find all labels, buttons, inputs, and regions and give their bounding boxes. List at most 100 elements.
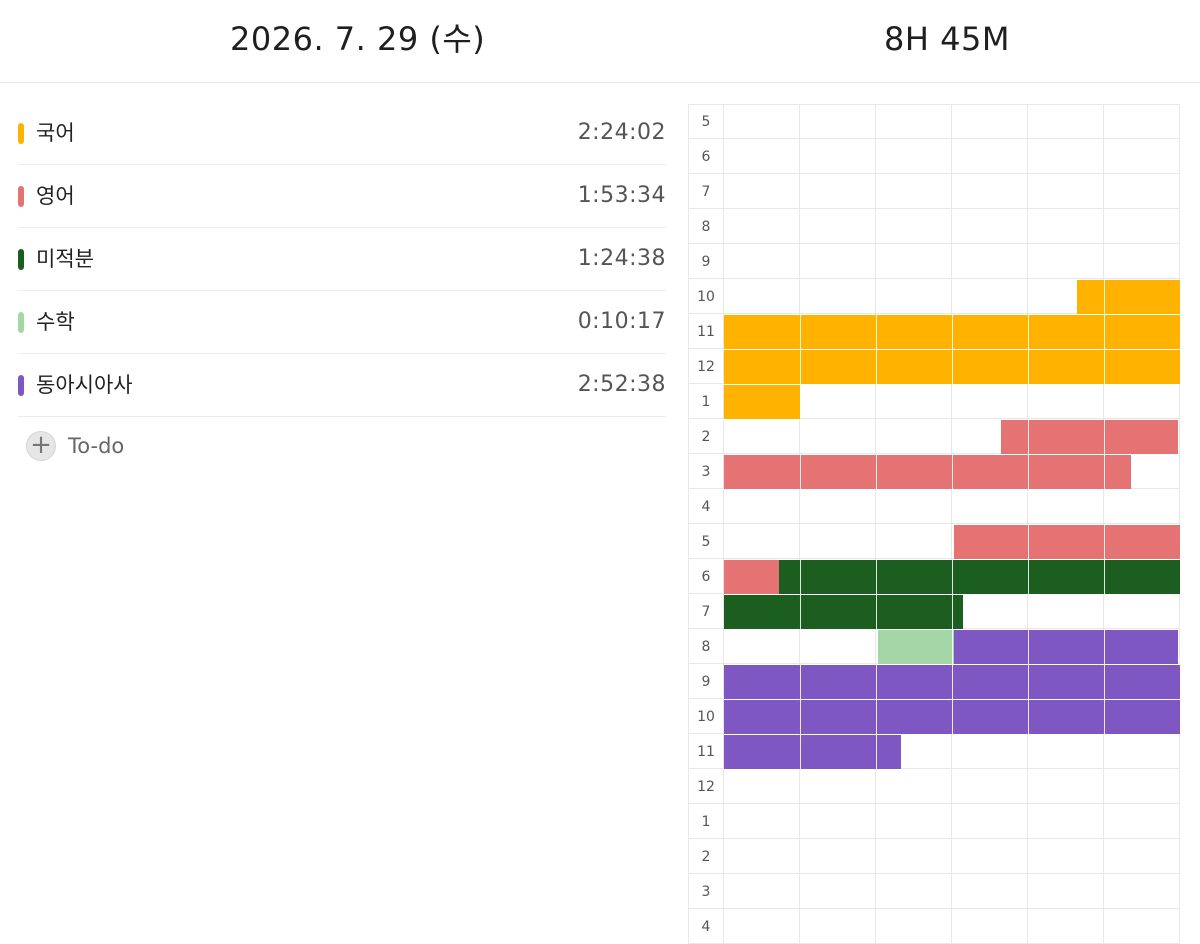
time-slot-cell[interactable] [1028, 174, 1104, 209]
time-slot-cell[interactable] [800, 419, 876, 454]
time-slot-cell[interactable] [952, 209, 1028, 244]
time-slot-cell[interactable] [800, 139, 876, 174]
time-slot-cell[interactable] [1028, 489, 1104, 524]
time-slot-cell[interactable] [876, 419, 952, 454]
time-slot-cell[interactable] [800, 384, 876, 419]
time-slot-cell[interactable] [876, 909, 952, 944]
time-slot-cell[interactable] [1028, 839, 1104, 874]
time-slot-cell[interactable] [876, 874, 952, 909]
study-session-block[interactable] [1001, 420, 1178, 454]
time-slot-cell[interactable] [724, 629, 800, 664]
time-slot-cell[interactable] [1104, 174, 1180, 209]
time-slot-cell[interactable] [800, 524, 876, 559]
time-slot-cell[interactable] [800, 174, 876, 209]
time-slot-cell[interactable] [1104, 454, 1180, 489]
time-slot-cell[interactable] [1028, 909, 1104, 944]
time-slot-cell[interactable] [724, 874, 800, 909]
time-slot-cell[interactable] [952, 594, 1028, 629]
study-session-block[interactable] [724, 385, 800, 419]
time-slot-cell[interactable] [952, 909, 1028, 944]
time-slot-cell[interactable] [1028, 139, 1104, 174]
time-slot-cell[interactable] [952, 769, 1028, 804]
time-slot-cell[interactable] [724, 839, 800, 874]
time-slot-cell[interactable] [1028, 209, 1104, 244]
time-slot-cell[interactable] [1104, 769, 1180, 804]
time-slot-cell[interactable] [724, 279, 800, 314]
time-slot-cell[interactable] [952, 174, 1028, 209]
time-slot-cell[interactable] [1104, 839, 1180, 874]
time-slot-cell[interactable] [1104, 804, 1180, 839]
time-slot-cell[interactable] [952, 244, 1028, 279]
time-slot-cell[interactable] [724, 209, 800, 244]
date-title[interactable]: 2026. 7. 29 (수) [230, 20, 486, 58]
study-session-block[interactable] [954, 525, 1180, 559]
time-slot-cell[interactable] [1028, 244, 1104, 279]
time-slot-cell[interactable] [952, 839, 1028, 874]
time-slot-cell[interactable] [876, 279, 952, 314]
time-slot-cell[interactable] [952, 804, 1028, 839]
time-slot-cell[interactable] [800, 804, 876, 839]
subject-row-english[interactable]: 영어 1:53:34 [18, 165, 666, 228]
time-slot-cell[interactable] [724, 174, 800, 209]
time-slot-cell[interactable] [724, 419, 800, 454]
study-session-block[interactable] [778, 560, 1180, 594]
time-slot-cell[interactable] [800, 279, 876, 314]
time-slot-cell[interactable] [800, 209, 876, 244]
time-slot-cell[interactable] [876, 839, 952, 874]
time-slot-cell[interactable] [724, 524, 800, 559]
time-slot-cell[interactable] [1028, 594, 1104, 629]
time-slot-cell[interactable] [724, 104, 800, 139]
time-slot-cell[interactable] [1028, 769, 1104, 804]
time-slot-cell[interactable] [1028, 804, 1104, 839]
time-slot-cell[interactable] [1104, 489, 1180, 524]
subject-row-calculus[interactable]: 미적분 1:24:38 [18, 228, 666, 291]
time-slot-cell[interactable] [1104, 734, 1180, 769]
study-session-block[interactable] [877, 630, 955, 664]
time-slot-cell[interactable] [1028, 384, 1104, 419]
study-session-block[interactable] [1077, 280, 1180, 314]
time-slot-cell[interactable] [800, 244, 876, 279]
time-slot-cell[interactable] [724, 244, 800, 279]
study-session-block[interactable] [724, 735, 902, 769]
time-slot-cell[interactable] [876, 804, 952, 839]
study-session-block[interactable] [724, 455, 1131, 489]
time-slot-cell[interactable] [800, 629, 876, 664]
time-slot-cell[interactable] [952, 874, 1028, 909]
time-slot-cell[interactable] [800, 769, 876, 804]
time-slot-cell[interactable] [876, 524, 952, 559]
time-slot-cell[interactable] [876, 209, 952, 244]
time-slot-cell[interactable] [952, 279, 1028, 314]
time-slot-cell[interactable] [876, 384, 952, 419]
time-slot-cell[interactable] [1104, 384, 1180, 419]
time-slot-cell[interactable] [952, 489, 1028, 524]
time-slot-cell[interactable] [1028, 874, 1104, 909]
time-slot-cell[interactable] [876, 489, 952, 524]
time-slot-cell[interactable] [800, 839, 876, 874]
time-slot-cell[interactable] [724, 489, 800, 524]
subject-row-math[interactable]: 수학 0:10:17 [18, 291, 666, 354]
time-slot-cell[interactable] [1028, 104, 1104, 139]
subject-row-korean[interactable]: 국어 2:24:02 [18, 102, 666, 165]
subject-row-east-asian-history[interactable]: 동아시아사 2:52:38 [18, 354, 666, 417]
time-slot-cell[interactable] [876, 769, 952, 804]
time-slot-cell[interactable] [800, 104, 876, 139]
time-slot-cell[interactable] [800, 909, 876, 944]
time-slot-cell[interactable] [800, 489, 876, 524]
time-slot-cell[interactable] [1028, 734, 1104, 769]
time-slot-cell[interactable] [724, 909, 800, 944]
time-slot-cell[interactable] [876, 174, 952, 209]
time-slot-cell[interactable] [724, 139, 800, 174]
time-slot-cell[interactable] [952, 104, 1028, 139]
time-slot-cell[interactable] [1104, 139, 1180, 174]
time-slot-cell[interactable] [724, 769, 800, 804]
time-slot-cell[interactable] [876, 734, 952, 769]
time-slot-cell[interactable] [1104, 874, 1180, 909]
time-slot-cell[interactable] [1104, 594, 1180, 629]
time-slot-cell[interactable] [876, 139, 952, 174]
time-slot-cell[interactable] [952, 139, 1028, 174]
time-slot-cell[interactable] [952, 734, 1028, 769]
time-slot-cell[interactable] [724, 804, 800, 839]
time-slot-cell[interactable] [800, 874, 876, 909]
study-session-block[interactable] [724, 560, 779, 594]
study-session-block[interactable] [724, 595, 964, 629]
